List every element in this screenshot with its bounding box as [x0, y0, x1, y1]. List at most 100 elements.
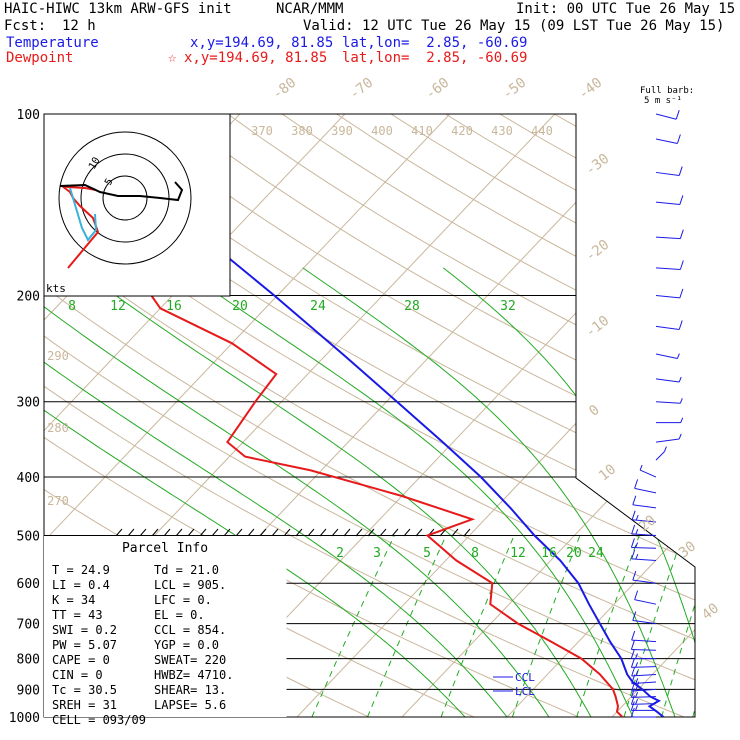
wind-barb — [655, 134, 681, 144]
wind-barb-half — [635, 692, 639, 698]
tropopause-hatch — [415, 528, 423, 537]
parcel-info-right: LCL = 905. — [154, 578, 226, 592]
wind-barb-shaft — [632, 579, 657, 584]
parcel-info-right: CCL = 854. — [154, 623, 226, 637]
wind-barb-half — [635, 542, 639, 548]
moist-adiabat-line — [700, 268, 740, 717]
isotherm-label: -10 — [583, 313, 613, 341]
pressure-tick-label: 400 — [17, 471, 40, 486]
pressure-tick-label: 500 — [17, 529, 40, 544]
isotherm-label: 30 — [676, 538, 699, 561]
moist-adiabat-line — [44, 267, 508, 717]
level-mark-label: CCL — [515, 671, 535, 684]
mixing-ratio-label: 16 — [541, 546, 557, 561]
mixing-ratio-label: 20 — [232, 299, 248, 314]
pressure-tick-label: 900 — [17, 683, 40, 698]
barb-legend-line2: 5 m s⁻¹ — [644, 96, 682, 106]
tropopause-hatch — [331, 528, 339, 537]
dry-adiabat-line — [44, 114, 695, 717]
wind-barb-half — [680, 417, 684, 423]
moist-adiabat-line — [582, 267, 695, 717]
isotherm-label: -30 — [583, 151, 613, 179]
wind-barb-shaft — [632, 504, 657, 509]
parcel-info-left: CELL = 093/09 — [52, 713, 146, 727]
wind-barb-full — [630, 701, 635, 711]
tropopause-hatch — [151, 528, 159, 537]
parcel-info-left: K = 34 — [52, 593, 95, 607]
wind-barb-full — [679, 260, 684, 270]
level-mark-label: LCL — [515, 685, 535, 698]
tropopause-hatch — [355, 528, 363, 537]
mixing-ratio-label: 32 — [500, 299, 516, 314]
wind-barb-full — [632, 495, 637, 505]
pressure-tick-label: 300 — [17, 396, 40, 411]
hodograph-ring-label: 10 — [87, 156, 103, 172]
wind-barb-half — [635, 553, 639, 560]
parcel-info-left: SWI = 0.2 — [52, 623, 117, 637]
hodograph-ring-label: 5 — [103, 177, 116, 188]
wind-barb-shaft — [631, 681, 657, 685]
wind-barb — [630, 640, 657, 651]
dry-adiabat-line — [118, 114, 695, 717]
parcel-info-left: CIN = 0 — [52, 668, 103, 682]
wind-barb — [632, 570, 657, 584]
pressure-tick-label: 100 — [17, 108, 40, 123]
theta-label: 420 — [451, 124, 473, 138]
wind-barb — [630, 707, 656, 718]
pressure-tick-label: 800 — [17, 653, 40, 668]
tropopause-hatch — [139, 528, 147, 537]
wind-barb-shaft — [655, 236, 681, 240]
wind-barb-shaft — [655, 401, 681, 404]
theta-label: 290 — [47, 349, 69, 363]
mixing-ratio-label: 5 — [423, 546, 431, 561]
wind-barb — [655, 166, 683, 177]
fcst-value: 12 h — [62, 18, 96, 34]
wind-barb-half — [635, 528, 639, 535]
tropopause-hatch — [259, 528, 267, 537]
dewpoint-label: Dewpoint — [6, 50, 74, 66]
wind-barb-shaft — [655, 295, 680, 299]
mixing-ratio-label: 12 — [510, 546, 526, 561]
wind-barb-full — [630, 688, 635, 698]
wind-barb-full — [631, 524, 636, 535]
wind-barb-shaft — [655, 171, 680, 177]
wind-barb-half — [635, 678, 639, 684]
wind-barb-half — [635, 514, 639, 521]
wind-barb-shaft — [655, 451, 665, 461]
wind-barb — [655, 195, 684, 205]
mixing-ratio-label: 28 — [404, 299, 420, 314]
tropopause-hatch — [127, 528, 135, 537]
wind-barb-half — [635, 662, 639, 668]
tropopause-hatch — [199, 528, 207, 537]
dry-adiabat-line — [281, 114, 695, 717]
isotherm-line — [44, 114, 346, 717]
parcel-info-box — [44, 536, 286, 717]
mixing-ratio-line — [576, 535, 640, 717]
wind-barb — [634, 590, 657, 605]
tropopause-hatch — [187, 528, 195, 537]
parcel-info-left: CAPE = 0 — [52, 653, 110, 667]
wind-barb-shaft — [634, 599, 657, 605]
theta-label: 440 — [531, 124, 553, 138]
parcel-info-left: SREH = 31 — [52, 698, 117, 712]
wind-barb-half — [635, 670, 639, 676]
hodograph-trace-upper — [59, 181, 184, 202]
dry-adiabat-line — [64, 114, 695, 717]
mixing-ratio-label: 20 — [566, 546, 582, 561]
isotherm-line — [717, 114, 740, 717]
wind-barb-shaft — [655, 113, 677, 120]
theta-label: 390 — [331, 124, 353, 138]
wind-barb — [655, 398, 683, 404]
moist-adiabat-line — [44, 267, 466, 717]
wind-barb-half — [678, 433, 682, 440]
wind-barb-full — [632, 611, 637, 621]
mixing-ratio-line — [623, 535, 684, 717]
wind-barb — [655, 320, 683, 330]
wind-barb-shaft — [631, 558, 657, 561]
isotherm-line — [401, 114, 695, 717]
dry-adiabat-line — [44, 114, 695, 717]
isotherm-label: 20 — [636, 512, 659, 535]
pressure-tick-label: 200 — [17, 290, 40, 305]
wind-barb — [655, 353, 680, 359]
